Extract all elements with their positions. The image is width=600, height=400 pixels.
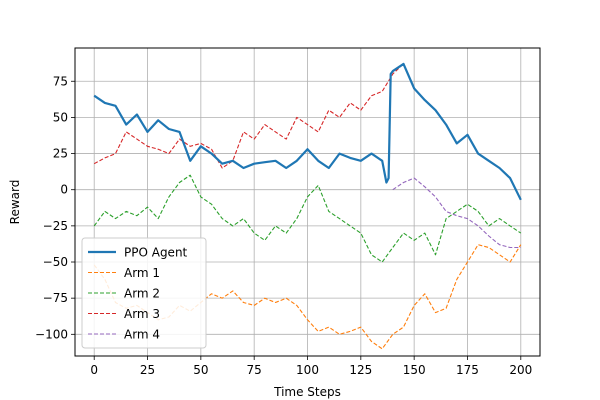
y-tick-label: 0 bbox=[60, 183, 68, 197]
legend-entry: Arm 1 bbox=[124, 266, 160, 280]
y-tick-label: 75 bbox=[53, 74, 68, 88]
series-line-ppo-agent bbox=[93, 62, 522, 201]
x-axis-label: Time Steps bbox=[273, 385, 341, 399]
x-tick-label: 100 bbox=[296, 363, 319, 377]
legend-entry: PPO Agent bbox=[124, 246, 188, 260]
y-tick-label: −50 bbox=[43, 255, 68, 269]
x-tick-label: 75 bbox=[247, 363, 262, 377]
x-tick-label: 200 bbox=[509, 363, 532, 377]
ticks: 0 25 50 75 100 125 150 175 200 −100 −75 −50 −25 0 25 50… bbox=[35, 74, 532, 377]
x-tick-label: 25 bbox=[140, 363, 155, 377]
series-line-arm-2 bbox=[93, 174, 522, 263]
grid bbox=[75, 48, 540, 356]
legend-box bbox=[81, 237, 207, 349]
y-tick-label: −25 bbox=[43, 219, 68, 233]
legend: PPO Agent Arm 1 Arm 2 Arm 3 Arm 4 bbox=[81, 237, 207, 349]
legend-entry: Arm 2 bbox=[124, 287, 160, 301]
legend-entry: Arm 3 bbox=[124, 307, 160, 321]
x-tick-label: 150 bbox=[403, 363, 426, 377]
x-tick-label: 175 bbox=[456, 363, 479, 377]
y-tick-label: −75 bbox=[43, 291, 68, 305]
y-tick-label: 50 bbox=[53, 110, 68, 124]
x-tick-label: 0 bbox=[90, 363, 98, 377]
y-tick-label: 25 bbox=[53, 147, 68, 161]
x-tick-label: 125 bbox=[349, 363, 372, 377]
x-tick-label: 50 bbox=[193, 363, 208, 377]
series-line-arm-4 bbox=[392, 177, 521, 249]
legend-entry: Arm 4 bbox=[124, 328, 160, 342]
y-axis-label: Reward bbox=[8, 180, 22, 225]
y-tick-label: −100 bbox=[35, 327, 68, 341]
